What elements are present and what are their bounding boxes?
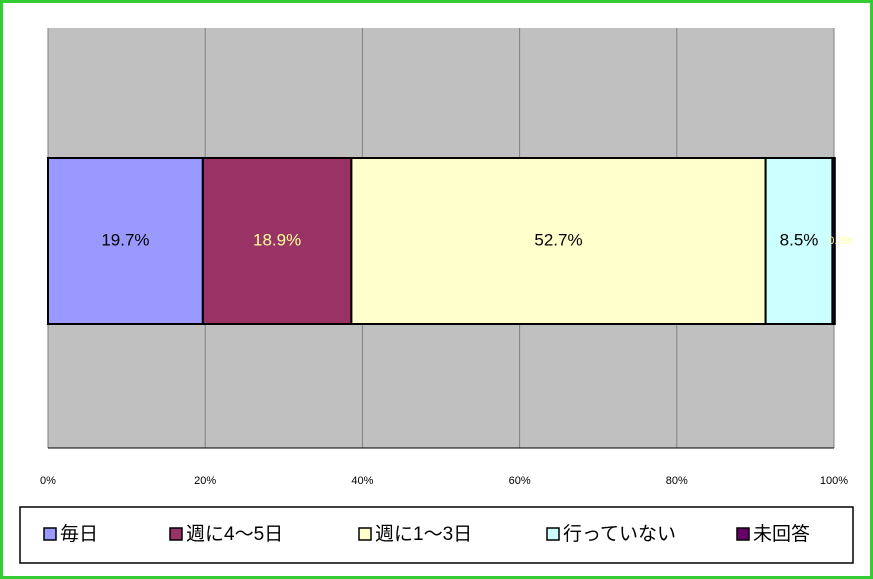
- legend-swatch: [169, 527, 183, 541]
- legend-label: 毎日: [60, 523, 98, 545]
- value-label: 19.7%: [101, 230, 149, 249]
- bar-segment: [350, 157, 767, 325]
- x-tick-label: 40%: [351, 475, 373, 487]
- bar-segment: [831, 157, 836, 325]
- x-tick-label: 0%: [40, 475, 56, 487]
- legend-swatch: [358, 527, 372, 541]
- legend-label: 週に1～3日: [375, 523, 472, 545]
- legend-swatch: [43, 527, 57, 541]
- legend-swatch: [546, 527, 560, 541]
- legend-label: 行っていない: [563, 523, 676, 545]
- x-tick-label: 100%: [820, 475, 848, 487]
- legend-swatch: [736, 527, 750, 541]
- legend-label: 未回答: [753, 523, 810, 545]
- bar-segment: [201, 157, 353, 325]
- x-tick-label: 20%: [194, 475, 216, 487]
- value-label: 18.9%: [253, 230, 301, 249]
- value-label: 52.7%: [534, 230, 582, 249]
- x-tick-label: 80%: [666, 475, 688, 487]
- value-label: 0.3%: [828, 235, 853, 247]
- bar-segment: [764, 157, 834, 325]
- bar-segment: [47, 157, 204, 325]
- value-label: 8.5%: [780, 230, 819, 249]
- legend: [19, 506, 854, 564]
- legend-label: 週に4～5日: [186, 523, 283, 545]
- x-tick-label: 60%: [509, 475, 531, 487]
